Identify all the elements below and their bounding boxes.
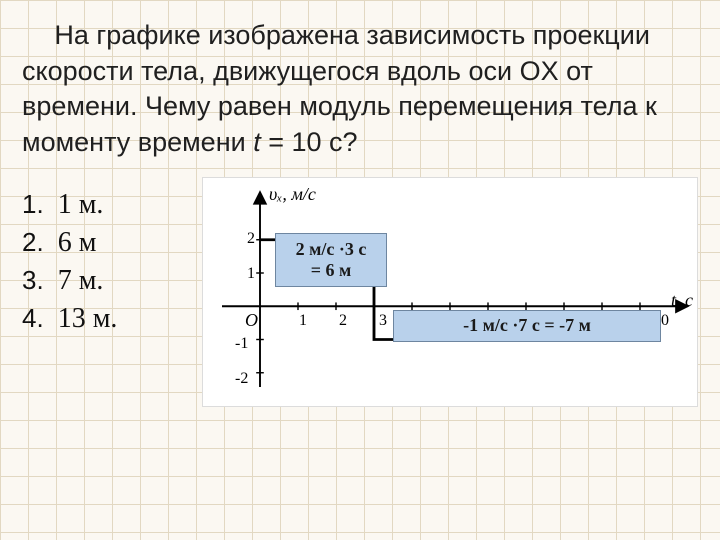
answer-1: 1. 1 м. <box>22 189 202 221</box>
overlay-1-line1: 2 м/с ·3 с <box>296 239 367 259</box>
xtick-1: 1 <box>299 312 307 330</box>
area-overlay-2: -1 м/с ·7 с = -7 м <box>393 310 661 342</box>
answer-1-val: 1 м. <box>58 189 104 220</box>
lower-row: 1. 1 м. 2. 6 м 3. 7 м. 4. 13 м. <box>22 177 698 407</box>
problem-variable: t <box>253 127 261 157</box>
x-axis-label: t, c <box>671 290 693 311</box>
answer-4-val: 13 м. <box>58 303 118 334</box>
answer-4-num: 4. <box>22 303 44 333</box>
overlay-2-text: -1 м/с ·7 с = -7 м <box>463 315 591 336</box>
chart-svg <box>203 178 697 406</box>
answer-list: 1. 1 м. 2. 6 м 3. 7 м. 4. 13 м. <box>22 177 202 341</box>
problem-statement: На графике изображена зависимость проекц… <box>22 18 698 161</box>
answer-2-val: 6 м <box>58 227 97 258</box>
ytick-n1: -1 <box>235 335 248 353</box>
answer-3: 3. 7 м. <box>22 265 202 297</box>
area-overlay-1: 2 м/с ·3 с = 6 м <box>275 233 387 287</box>
origin-label: O <box>245 310 258 331</box>
ytick-n2: -2 <box>235 370 248 388</box>
answer-3-val: 7 м. <box>58 265 104 296</box>
ytick-2: 2 <box>247 230 255 248</box>
problem-tail: = 10 с? <box>261 127 358 157</box>
velocity-time-chart: υₓ, м/с t, c O 2 1 -1 -2 1 2 3 4 5 6 7 8… <box>202 177 698 407</box>
answer-4: 4. 13 м. <box>22 303 202 335</box>
answer-3-num: 3. <box>22 265 44 295</box>
overlay-1-text: 2 м/с ·3 с = 6 м <box>296 239 367 280</box>
answer-2: 2. 6 м <box>22 227 202 259</box>
answer-1-num: 1. <box>22 189 44 219</box>
content-area: На графике изображена зависимость проекц… <box>0 0 720 540</box>
xtick-2: 2 <box>339 312 347 330</box>
y-axis-label: υₓ, м/с <box>269 184 316 205</box>
ytick-1: 1 <box>247 265 255 283</box>
overlay-1-line2: = 6 м <box>311 260 352 280</box>
answer-2-num: 2. <box>22 227 44 257</box>
xtick-3: 3 <box>379 312 387 330</box>
